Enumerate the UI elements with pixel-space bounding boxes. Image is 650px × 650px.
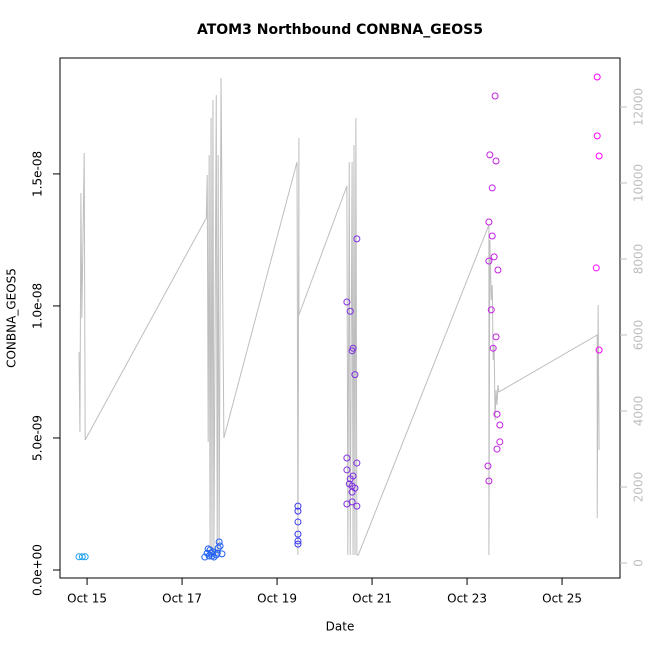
y2-tick-label: 8000 [632, 244, 646, 275]
y-tick-label: 1.0e-08 [31, 283, 45, 329]
data-point [496, 421, 504, 429]
data-point [294, 518, 302, 526]
data-point [78, 553, 86, 561]
y2-tick-label: 10000 [632, 164, 646, 202]
data-point [351, 484, 359, 492]
y-axis-label: CONBNA_GEOS5 [5, 268, 19, 368]
data-point [353, 459, 361, 467]
data-point [485, 477, 493, 485]
data-point [201, 553, 209, 561]
y-tick-label: 0.0e+00 [31, 544, 45, 596]
data-point [343, 454, 351, 462]
data-point [351, 371, 359, 379]
x-tick-label: Oct 21 [352, 592, 392, 606]
data-point [213, 549, 221, 557]
data-line [78, 77, 600, 556]
data-point [343, 500, 351, 508]
x-tick-label: Oct 19 [257, 592, 297, 606]
data-point [488, 184, 496, 192]
data-point [218, 550, 226, 558]
x-tick-label: Oct 15 [67, 592, 107, 606]
y2-tick-label: 4000 [632, 396, 646, 427]
data-point [593, 73, 601, 81]
data-point [492, 157, 500, 165]
y2-tick-label: 0 [632, 559, 646, 567]
data-point [494, 266, 502, 274]
x-tick-label: Oct 17 [162, 592, 202, 606]
data-point [488, 232, 496, 240]
data-point [493, 445, 501, 453]
y2-tick-label: 6000 [632, 320, 646, 351]
data-point [489, 344, 497, 352]
data-point [353, 235, 361, 243]
data-point [294, 502, 302, 510]
x-tick-label: Oct 25 [542, 592, 582, 606]
data-point [491, 92, 499, 100]
chart-title: ATOM3 Northbound CONBNA_GEOS5 [197, 22, 483, 38]
data-point [492, 333, 500, 341]
data-point [485, 218, 493, 226]
data-point [486, 151, 494, 159]
data-point [294, 537, 302, 545]
data-point [346, 307, 354, 315]
y-tick-label: 5.0e-09 [31, 415, 45, 461]
data-point [349, 472, 357, 480]
data-point [353, 502, 361, 510]
x-axis-label: Date [326, 620, 355, 634]
data-point [493, 410, 501, 418]
data-point [593, 132, 601, 140]
data-point [81, 553, 89, 561]
data-point [343, 298, 351, 306]
data-point [592, 264, 600, 272]
data-point [216, 542, 224, 550]
data-point [496, 438, 504, 446]
data-point [484, 462, 492, 470]
data-point [294, 540, 302, 548]
data-point [215, 538, 223, 546]
x-tick-label: Oct 23 [447, 592, 487, 606]
data-point [294, 530, 302, 538]
y2-tick-label: 12000 [632, 88, 646, 126]
data-point [294, 507, 302, 515]
data-point [487, 306, 495, 314]
data-point [343, 466, 351, 474]
data-point [490, 253, 498, 261]
data-point [485, 257, 493, 265]
data-point [595, 346, 603, 354]
y2-tick-label: 2000 [632, 472, 646, 503]
plot-frame [59, 57, 621, 579]
y-tick-label: 1.5e-08 [31, 151, 45, 197]
data-point [595, 152, 603, 160]
data-point [349, 344, 357, 352]
